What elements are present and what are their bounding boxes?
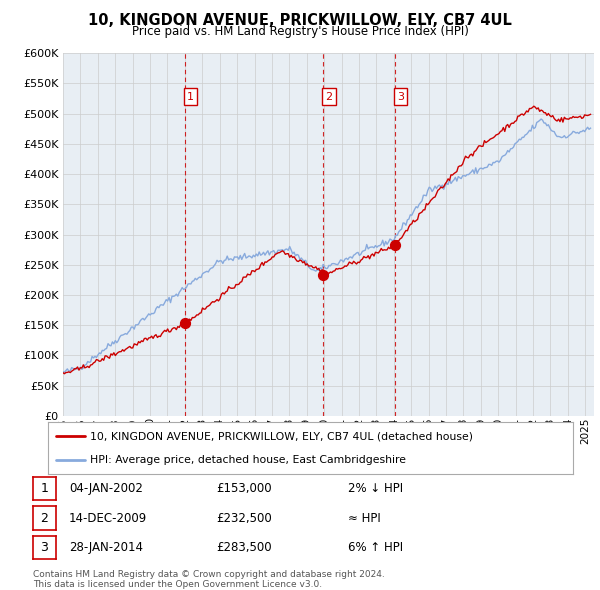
- Text: 10, KINGDON AVENUE, PRICKWILLOW, ELY, CB7 4UL (detached house): 10, KINGDON AVENUE, PRICKWILLOW, ELY, CB…: [90, 431, 473, 441]
- Text: 1: 1: [40, 482, 49, 495]
- Text: £232,500: £232,500: [216, 512, 272, 525]
- Text: 04-JAN-2002: 04-JAN-2002: [69, 482, 143, 495]
- Point: [181, 319, 190, 328]
- Text: HPI: Average price, detached house, East Cambridgeshire: HPI: Average price, detached house, East…: [90, 455, 406, 466]
- Text: 2: 2: [40, 512, 49, 525]
- Text: 3: 3: [397, 91, 404, 101]
- Text: 14-DEC-2009: 14-DEC-2009: [69, 512, 147, 525]
- Text: 6% ↑ HPI: 6% ↑ HPI: [348, 541, 403, 554]
- Text: 28-JAN-2014: 28-JAN-2014: [69, 541, 143, 554]
- Point: [319, 271, 328, 280]
- Text: ≈ HPI: ≈ HPI: [348, 512, 381, 525]
- Point: [391, 240, 400, 249]
- Text: 10, KINGDON AVENUE, PRICKWILLOW, ELY, CB7 4UL: 10, KINGDON AVENUE, PRICKWILLOW, ELY, CB…: [88, 13, 512, 28]
- Text: 3: 3: [40, 541, 49, 554]
- Text: Contains HM Land Registry data © Crown copyright and database right 2024.: Contains HM Land Registry data © Crown c…: [33, 570, 385, 579]
- Text: 1: 1: [187, 91, 194, 101]
- Text: 2: 2: [325, 91, 332, 101]
- Text: This data is licensed under the Open Government Licence v3.0.: This data is licensed under the Open Gov…: [33, 579, 322, 589]
- Text: 2% ↓ HPI: 2% ↓ HPI: [348, 482, 403, 495]
- Text: Price paid vs. HM Land Registry's House Price Index (HPI): Price paid vs. HM Land Registry's House …: [131, 25, 469, 38]
- Text: £153,000: £153,000: [216, 482, 272, 495]
- Text: £283,500: £283,500: [216, 541, 272, 554]
